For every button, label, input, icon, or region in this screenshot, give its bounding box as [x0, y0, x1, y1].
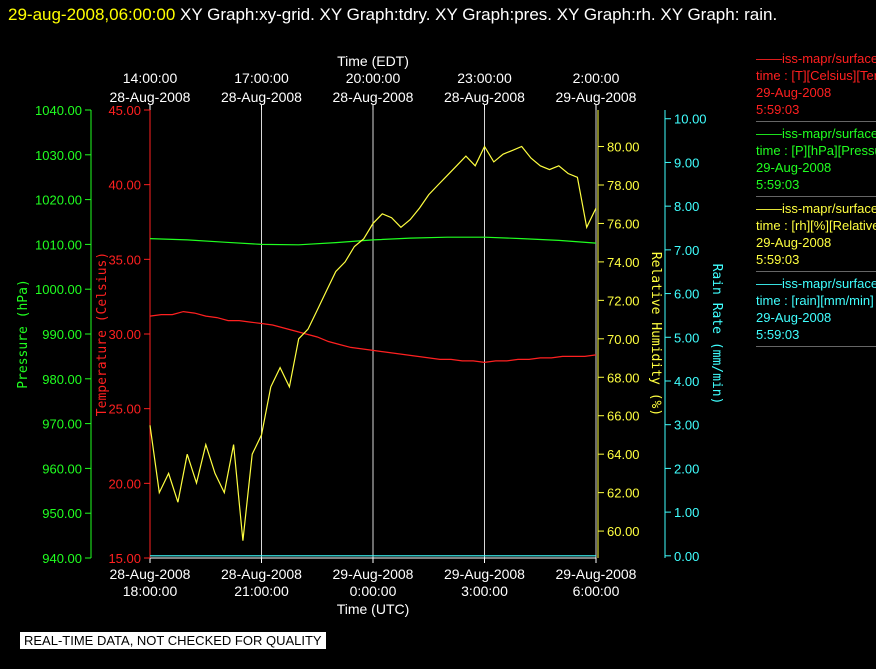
top-tick-time: 23:00:00: [457, 70, 512, 86]
rh-axis-tick-label: 70.00: [607, 332, 640, 347]
legend-date: 29-Aug-2008: [756, 160, 832, 175]
bottom-tick-time: 6:00:00: [573, 583, 620, 599]
legend-variable: time : [rh][%][Relative: [756, 218, 876, 233]
legend-variable: time : [rain][mm/min]: [756, 293, 874, 308]
top-tick-date: 28-Aug-2008: [221, 89, 302, 105]
graph-list: XY Graph:xy-grid. XY Graph:tdry. XY Grap…: [175, 5, 778, 24]
rain-axis-tick-label: 5.00: [674, 330, 699, 345]
rh-axis-title: Relative Humidity (%): [648, 252, 663, 416]
legend-source: ——iss-mapr/surface: [756, 276, 876, 291]
rh-axis-tick-label: 62.00: [607, 486, 640, 501]
series-layer: [149, 145, 597, 557]
pressure-axis-tick-label: 950.00: [42, 506, 82, 521]
legend: ——iss-mapr/surface time : [T][Celsius][T…: [756, 50, 876, 350]
legend-source: ——iss-mapr/surface: [756, 126, 876, 141]
legend-time: 5:59:03: [756, 252, 800, 267]
legend-time: 5:59:03: [756, 102, 800, 117]
pressure-axis-tick-label: 1010.00: [35, 237, 82, 252]
pressure-axis-tick-label: 1040.00: [35, 103, 82, 118]
rh-axis-tick-label: 72.00: [607, 293, 640, 308]
pressure-axis-tick-label: 980.00: [42, 372, 82, 387]
temperature-axis-tick-label: 45.00: [108, 103, 141, 118]
axis-labels: Time (EDT) Time (UTC) Pressure (hPa) Tem…: [16, 53, 724, 617]
temperature-axis-tick-label: 20.00: [108, 476, 141, 491]
rain-axis-title: Rain Rate (mm/min): [709, 264, 724, 405]
bottom-tick-time: 3:00:00: [461, 583, 508, 599]
rain-axis-tick-label: 10.00: [674, 112, 707, 127]
temperature-axis-tick-label: 30.00: [108, 327, 141, 342]
bottom-tick-time: 21:00:00: [234, 583, 289, 599]
rain-axis-tick-label: 6.00: [674, 287, 699, 302]
legend-source: ——iss-mapr/surface: [756, 51, 876, 66]
rh-axis-tick-label: 60.00: [607, 524, 640, 539]
top-tick-time: 17:00:00: [234, 70, 289, 86]
page-title: 29-aug-2008,06:00:00 XY Graph:xy-grid. X…: [8, 2, 868, 28]
bottom-axis-title: Time (UTC): [337, 601, 410, 617]
legend-date: 29-Aug-2008: [756, 310, 832, 325]
bottom-tick-date: 28-Aug-2008: [110, 566, 191, 582]
top-tick-date: 28-Aug-2008: [110, 89, 191, 105]
temperature-axis-tick-label: 40.00: [108, 178, 141, 193]
top-tick-date: 29-Aug-2008: [556, 89, 637, 105]
series-rh: [149, 145, 597, 541]
top-tick-time: 2:00:00: [573, 70, 620, 86]
rain-axis-tick-label: 7.00: [674, 243, 699, 258]
temperature-axis-tick-label: 15.00: [108, 551, 141, 566]
rain-axis-tick-label: 2.00: [674, 461, 699, 476]
rh-axis-tick-label: 66.00: [607, 409, 640, 424]
series-tdry: [149, 310, 597, 364]
top-tick-time: 20:00:00: [346, 70, 401, 86]
legend-variable: time : [P][hPa][Pressure: [756, 143, 876, 158]
rh-axis-tick-label: 78.00: [607, 178, 640, 193]
bottom-tick-time: 0:00:00: [350, 583, 397, 599]
top-axis-title: Time (EDT): [337, 53, 409, 69]
rh-axis-tick-label: 76.00: [607, 216, 640, 231]
pressure-axis-tick-label: 970.00: [42, 417, 82, 432]
legend-date: 29-Aug-2008: [756, 235, 832, 250]
rain-axis-tick-label: 8.00: [674, 199, 699, 214]
legend-source: ——iss-mapr/surface: [756, 201, 876, 216]
rain-axis-tick-label: 9.00: [674, 155, 699, 170]
rh-axis-tick-label: 80.00: [607, 140, 640, 155]
bottom-tick-time: 18:00:00: [123, 583, 178, 599]
pressure-axis-tick-label: 940.00: [42, 551, 82, 566]
pressure-axis-tick-label: 1000.00: [35, 282, 82, 297]
pressure-axis-tick-label: 960.00: [42, 461, 82, 476]
legend-time: 5:59:03: [756, 177, 800, 192]
pressure-axis-tick-label: 1030.00: [35, 148, 82, 163]
top-tick-date: 28-Aug-2008: [444, 89, 525, 105]
legend-time: 5:59:03: [756, 327, 800, 342]
legend-variable: time : [T][Celsius][Temp: [756, 68, 876, 83]
temperature-axis-title: Temperature (Celsius): [95, 252, 110, 416]
bottom-tick-date: 29-Aug-2008: [444, 566, 525, 582]
rain-axis-tick-label: 3.00: [674, 418, 699, 433]
pressure-axis-title: Pressure (hPa): [16, 279, 31, 389]
timestamp: 29-aug-2008,06:00:00: [8, 5, 176, 24]
legend-entry-rain[interactable]: ——iss-mapr/surface time : [rain][mm/min]…: [756, 275, 876, 347]
bottom-tick-date: 28-Aug-2008: [221, 566, 302, 582]
rh-axis-tick-label: 74.00: [607, 255, 640, 270]
rh-axis-tick-label: 68.00: [607, 370, 640, 385]
bottom-tick-date: 29-Aug-2008: [333, 566, 414, 582]
rh-axis-tick-label: 64.00: [607, 447, 640, 462]
legend-entry-tdry[interactable]: ——iss-mapr/surface time : [T][Celsius][T…: [756, 50, 876, 122]
quality-note: REAL-TIME DATA, NOT CHECKED FOR QUALITY: [20, 632, 326, 649]
pressure-axis-tick-label: 990.00: [42, 327, 82, 342]
rain-axis-tick-label: 4.00: [674, 374, 699, 389]
rain-axis-tick-label: 0.00: [674, 549, 699, 564]
rain-axis-tick-label: 1.00: [674, 505, 699, 520]
temperature-axis-tick-label: 35.00: [108, 252, 141, 267]
series-pres: [149, 236, 597, 246]
bottom-tick-date: 29-Aug-2008: [556, 566, 637, 582]
axes: 14:00:00 28-Aug-2008 17:00:00 28-Aug-2008 20…: [35, 70, 707, 599]
legend-entry-pres[interactable]: ——iss-mapr/surface time : [P][hPa][Press…: [756, 125, 876, 197]
legend-date: 29-Aug-2008: [756, 85, 832, 100]
pressure-axis-tick-label: 1020.00: [35, 193, 82, 208]
temperature-axis-tick-label: 25.00: [108, 402, 141, 417]
legend-entry-rh[interactable]: ——iss-mapr/surface time : [rh][%][Relati…: [756, 200, 876, 272]
top-tick-date: 28-Aug-2008: [333, 89, 414, 105]
top-tick-time: 14:00:00: [123, 70, 178, 86]
